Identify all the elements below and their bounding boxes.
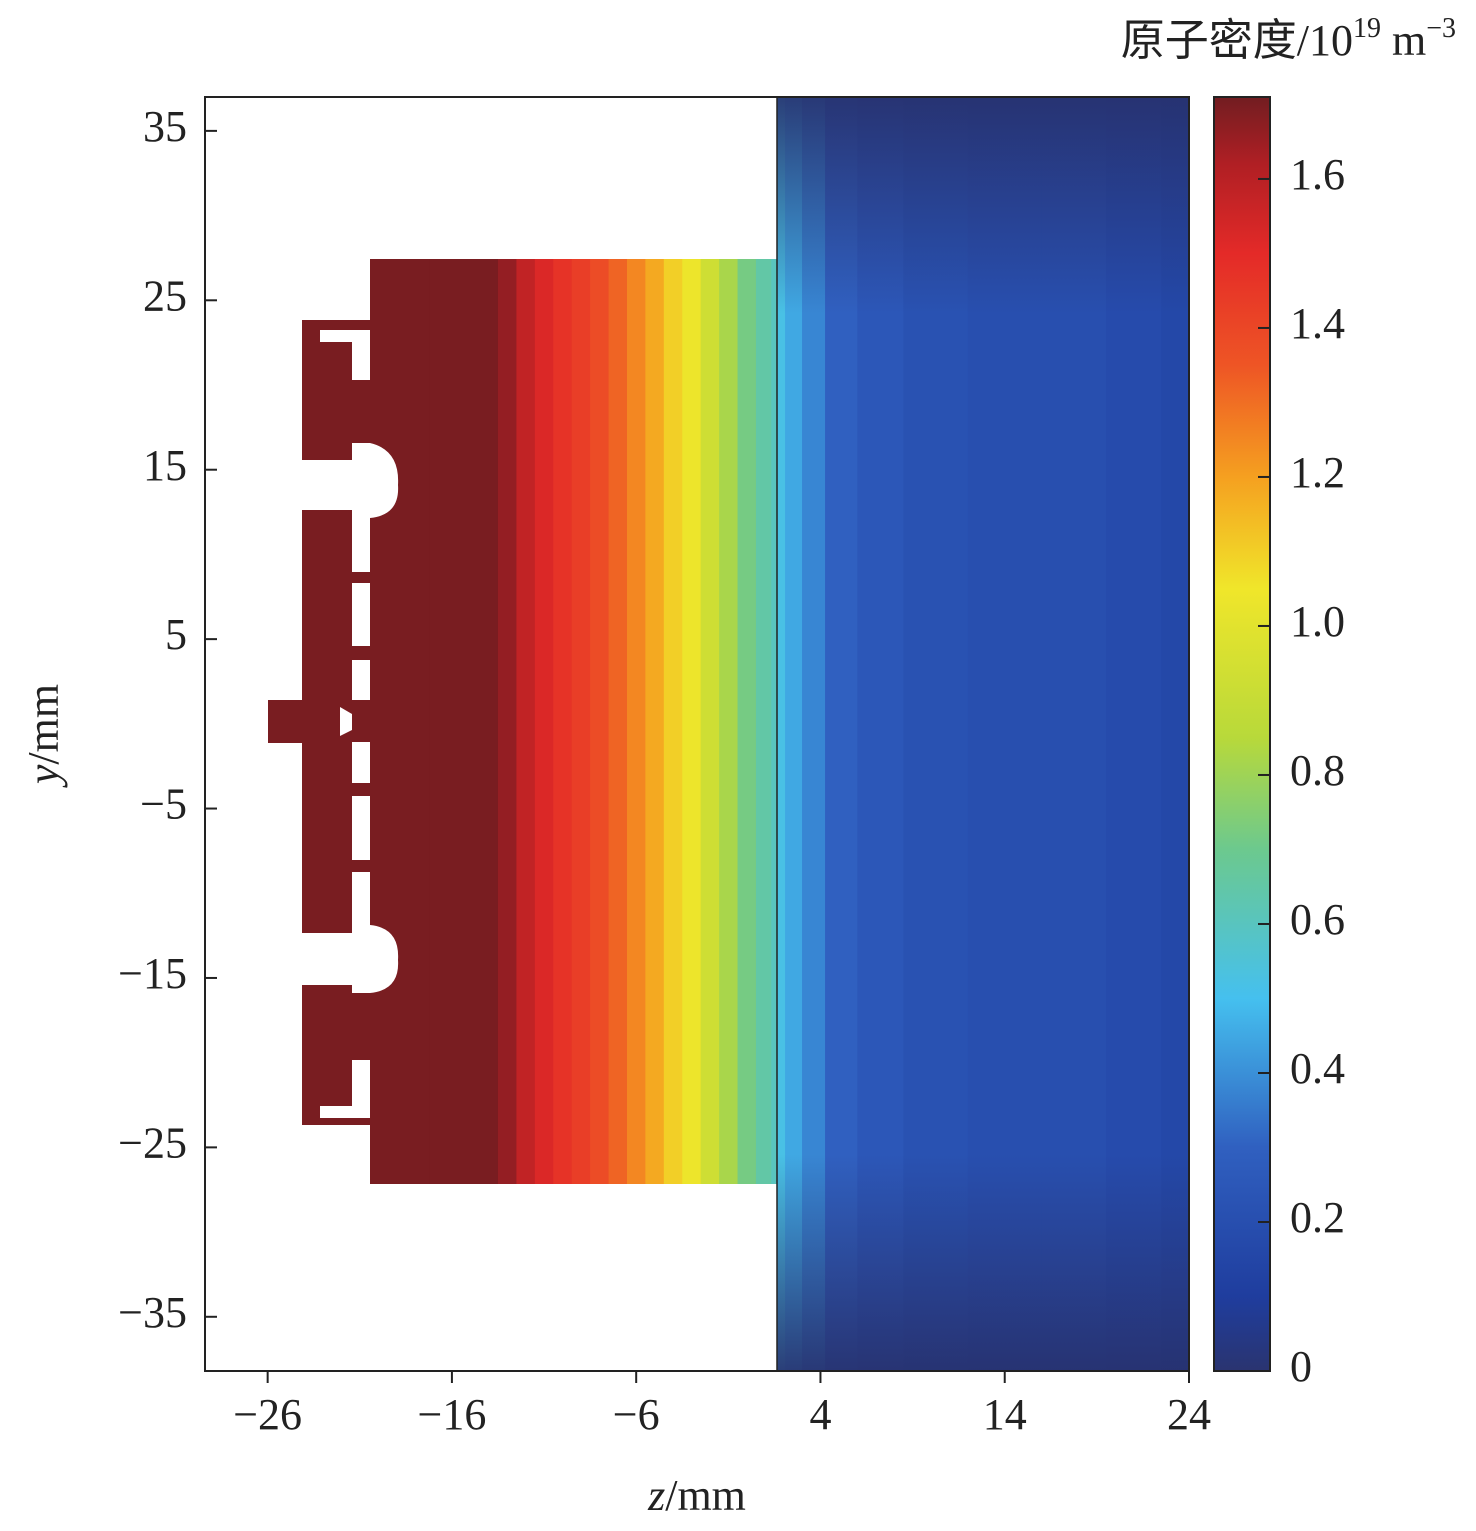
y-tick-label: 5 [165,610,187,659]
density-strip [700,259,720,1184]
colorbar-tick-label: 0.6 [1290,895,1345,944]
colorbar-tick-label: 0.4 [1290,1044,1345,1093]
density-strip [626,259,647,1184]
colorbar-tick-label: 1.0 [1290,597,1345,646]
x-tick-label: −6 [613,1390,660,1439]
colorbar-tick-label: 1.6 [1290,150,1345,199]
density-strip [590,259,610,1184]
colorbar-tick-label: 1.4 [1290,299,1345,348]
density-strip [497,259,518,1184]
x-tick-label: −16 [418,1390,487,1439]
density-strip [268,259,431,1184]
density-strip [429,259,499,1184]
x-tick-label: 14 [983,1390,1027,1439]
geometry-cutouts [320,330,399,1118]
colorbar-tick-label: 1.2 [1290,448,1345,497]
x-axis-label: z/mm [647,1471,746,1520]
density-strip [534,259,554,1184]
y-tick-label: −35 [118,1288,187,1337]
x-tick-label: 4 [809,1390,831,1439]
density-strip [571,259,591,1184]
colorbar-tick-label: 0.8 [1290,746,1345,795]
colorbar-label: 原子密度/1019 m−3 [1121,13,1456,65]
edge-shading [777,97,1189,1371]
density-strip [553,259,573,1184]
density-strip [645,259,665,1184]
x-tick-label: 24 [1167,1390,1211,1439]
y-tick-label: 25 [143,271,187,320]
x-tick-label: −26 [233,1390,302,1439]
y-axis-label: y/mm [19,684,68,788]
plot-frame [204,96,1190,1372]
colorbar-tick-label: 0 [1290,1342,1312,1391]
colorbar-tick-label: 0.2 [1290,1193,1345,1242]
y-tick-label: 35 [143,102,187,151]
density-strip [663,259,683,1184]
y-tick-label: −5 [140,780,187,829]
density-strip [516,259,536,1184]
inner-region [268,259,777,1184]
colorbar [1213,96,1271,1372]
y-tick-label: −25 [118,1118,187,1167]
density-strip [719,259,739,1184]
density-strip [737,259,757,1184]
density-strip [755,259,772,1184]
y-tick-label: −15 [118,949,187,998]
y-tick-label: 15 [143,441,187,490]
density-strip [771,259,777,1184]
density-strip [682,259,702,1184]
density-strip [608,259,628,1184]
